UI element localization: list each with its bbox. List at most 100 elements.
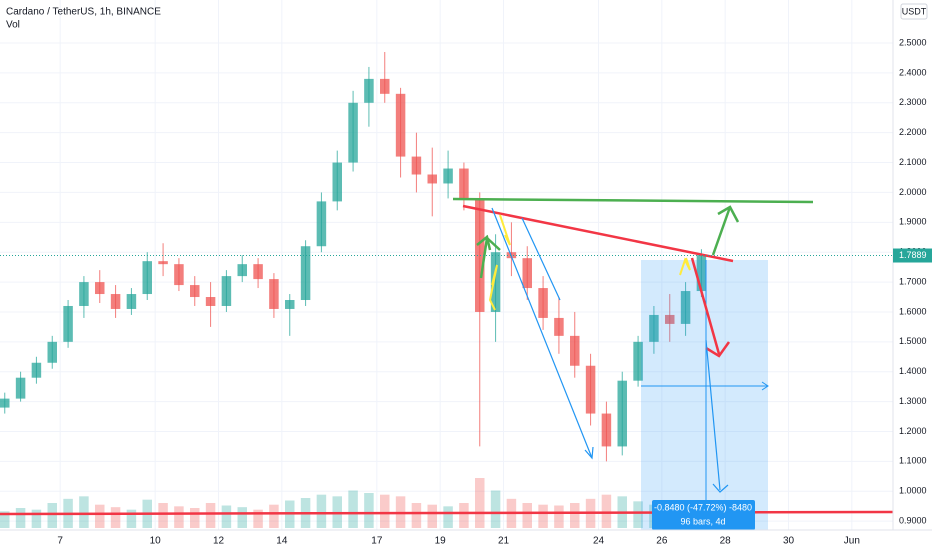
currency-box [900,3,928,20]
last-price-tag [893,248,932,263]
currency: USDT [902,6,927,16]
candle-body [126,294,137,309]
arrow-head [705,341,731,358]
x-tick-label: 30 [783,536,795,547]
volume-bar [411,503,422,528]
candle-body [63,305,73,342]
volume-bar [0,511,10,528]
arrow-head [476,234,492,251]
y-tick-label: 2.5000 [899,37,927,47]
arrow [711,206,732,256]
arrow [690,257,721,355]
candle-body [680,291,691,324]
x-tick-label: 24 [593,536,605,547]
volume-bar [253,509,263,528]
measure-range: 96 bars, 4d [680,516,725,526]
candle-body [696,255,707,292]
volume-bar [174,506,184,528]
measure-change: -0.8480 (-47.72%) -8480 [654,502,752,512]
y-tick-label: 1.9000 [899,217,927,227]
price-axis [893,0,932,550]
candle-body [585,365,596,414]
indicator: Vol [6,20,20,31]
y-tick-label: 2.3000 [899,97,927,107]
candle-body [649,314,659,342]
y-tick-label: 2.4000 [899,67,927,77]
marker [499,214,511,246]
candle-body [316,201,327,247]
y-tick-label: 1.5000 [899,336,927,346]
candle-body [221,276,232,306]
candle-body [443,168,453,184]
candle-body [411,156,422,175]
candle-body [554,317,564,336]
candle-body [142,261,152,295]
x-tick-label: 10 [150,536,162,547]
y-tick-label: 1.7000 [899,276,927,286]
candle-body [190,285,200,298]
y-tick-label: 2.1000 [899,157,927,167]
volume-bar [380,494,390,528]
candle-body [475,198,485,312]
candle-body [522,258,532,289]
candle-body [348,102,358,163]
candle-body [570,335,580,366]
candle-body [253,264,263,280]
x-tick-label: 17 [371,536,383,547]
candles [0,51,707,462]
volume-bar [47,503,57,528]
volume-bar [522,503,532,528]
candle-body [665,314,675,324]
candle-body [79,282,89,306]
volume-bar [79,496,89,528]
arrow-head [712,483,729,493]
candle-body [538,288,548,318]
volume-bar [554,505,564,528]
x-tick-label: 26 [656,536,668,547]
trend-line [452,197,814,204]
x-tick-label: Jun [844,536,860,547]
arrow [705,339,721,491]
x-tick-label: 14 [276,536,288,547]
candle-body [205,297,216,306]
volume-bar [158,503,168,528]
candle-body [364,78,374,103]
measure-arrow [761,381,769,391]
volume-bar [190,508,200,528]
volume-bar [475,478,485,528]
arrow [491,207,593,459]
candle-body [285,300,295,309]
measure-label [652,500,755,530]
y-tick-label: 2.2000 [899,127,927,137]
volume-bar [459,503,469,528]
candle-body [380,78,390,94]
candle-body [174,264,184,286]
y-tick-label: 1.1000 [899,456,927,466]
y-tick-label: 0.9000 [899,516,927,526]
candle-body [237,264,247,277]
x-tick-label: 28 [720,536,732,547]
marker [488,264,498,311]
candle-body [0,398,10,408]
candle-body [490,252,501,312]
volume-bar [348,490,358,528]
candle-body [15,377,26,399]
chart-title: Cardano / TetherUS, 1h, BINANCE [6,7,161,18]
x-tick-label: 12 [213,536,225,547]
volume-bar [601,494,612,528]
trend-line [462,204,734,263]
volume-bar [95,504,105,528]
volume-bar [237,507,247,528]
volume-bar [633,501,643,528]
candle-body [47,341,57,363]
volume-bar [205,503,216,528]
volume-bar [126,509,137,528]
candle-body [427,174,437,184]
x-tick-label: 7 [57,536,63,547]
candle-body [617,380,627,447]
x-tick-label: 19 [435,536,447,547]
y-tick-label: 1.4000 [899,366,927,376]
y-tick-label: 2.0000 [899,187,927,197]
